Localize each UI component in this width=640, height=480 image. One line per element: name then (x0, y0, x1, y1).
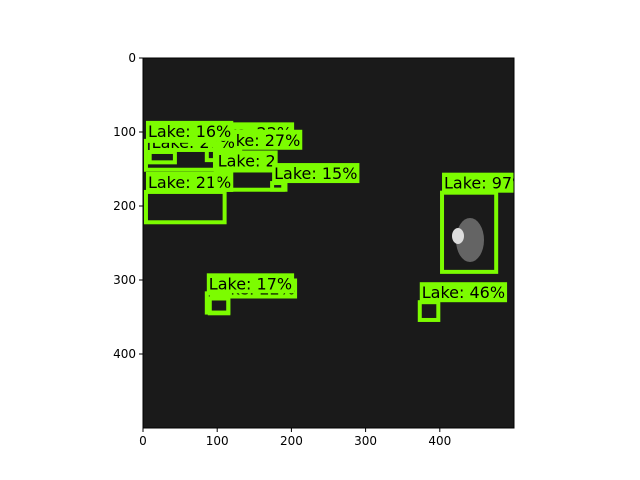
x-tick-label: 200 (280, 434, 303, 448)
label-background (145, 171, 234, 192)
x-tick-label: 100 (206, 434, 229, 448)
label-background (272, 163, 360, 184)
label-background (206, 273, 295, 294)
label-background (145, 120, 234, 141)
image (143, 58, 514, 428)
image-feature (456, 218, 484, 262)
detection-label: Lake: 15% (274, 164, 357, 183)
detection-label: Lake: 21% (148, 173, 231, 192)
label-background (442, 172, 514, 193)
x-tick-label: 300 (354, 434, 377, 448)
x-tick-label: 0 (139, 434, 147, 448)
detection-label: Lake: 46% (422, 283, 505, 302)
y-tick-label: 400 (113, 347, 136, 361)
axes-frame (142, 57, 515, 429)
y-tick-label: 0 (128, 51, 136, 65)
detection-label: Lake: 17% (209, 274, 292, 293)
y-tick-label: 300 (113, 273, 136, 287)
x-tick-label: 400 (428, 434, 451, 448)
detection-label: Lake: 97% (444, 174, 527, 193)
label-background (419, 282, 508, 303)
y-tick-label: 100 (113, 125, 136, 139)
detection-label: Lake: 2 (218, 151, 276, 170)
detection-label: Lake: 27% (217, 131, 300, 150)
label-background (215, 150, 278, 171)
detection-label: Lake: 16% (148, 122, 231, 141)
y-tick-label: 200 (113, 199, 136, 213)
detections: Lake: 22%Lake: 27%Lake: 27%Lake: 16%Lake… (143, 120, 527, 322)
image-feature (452, 228, 464, 244)
